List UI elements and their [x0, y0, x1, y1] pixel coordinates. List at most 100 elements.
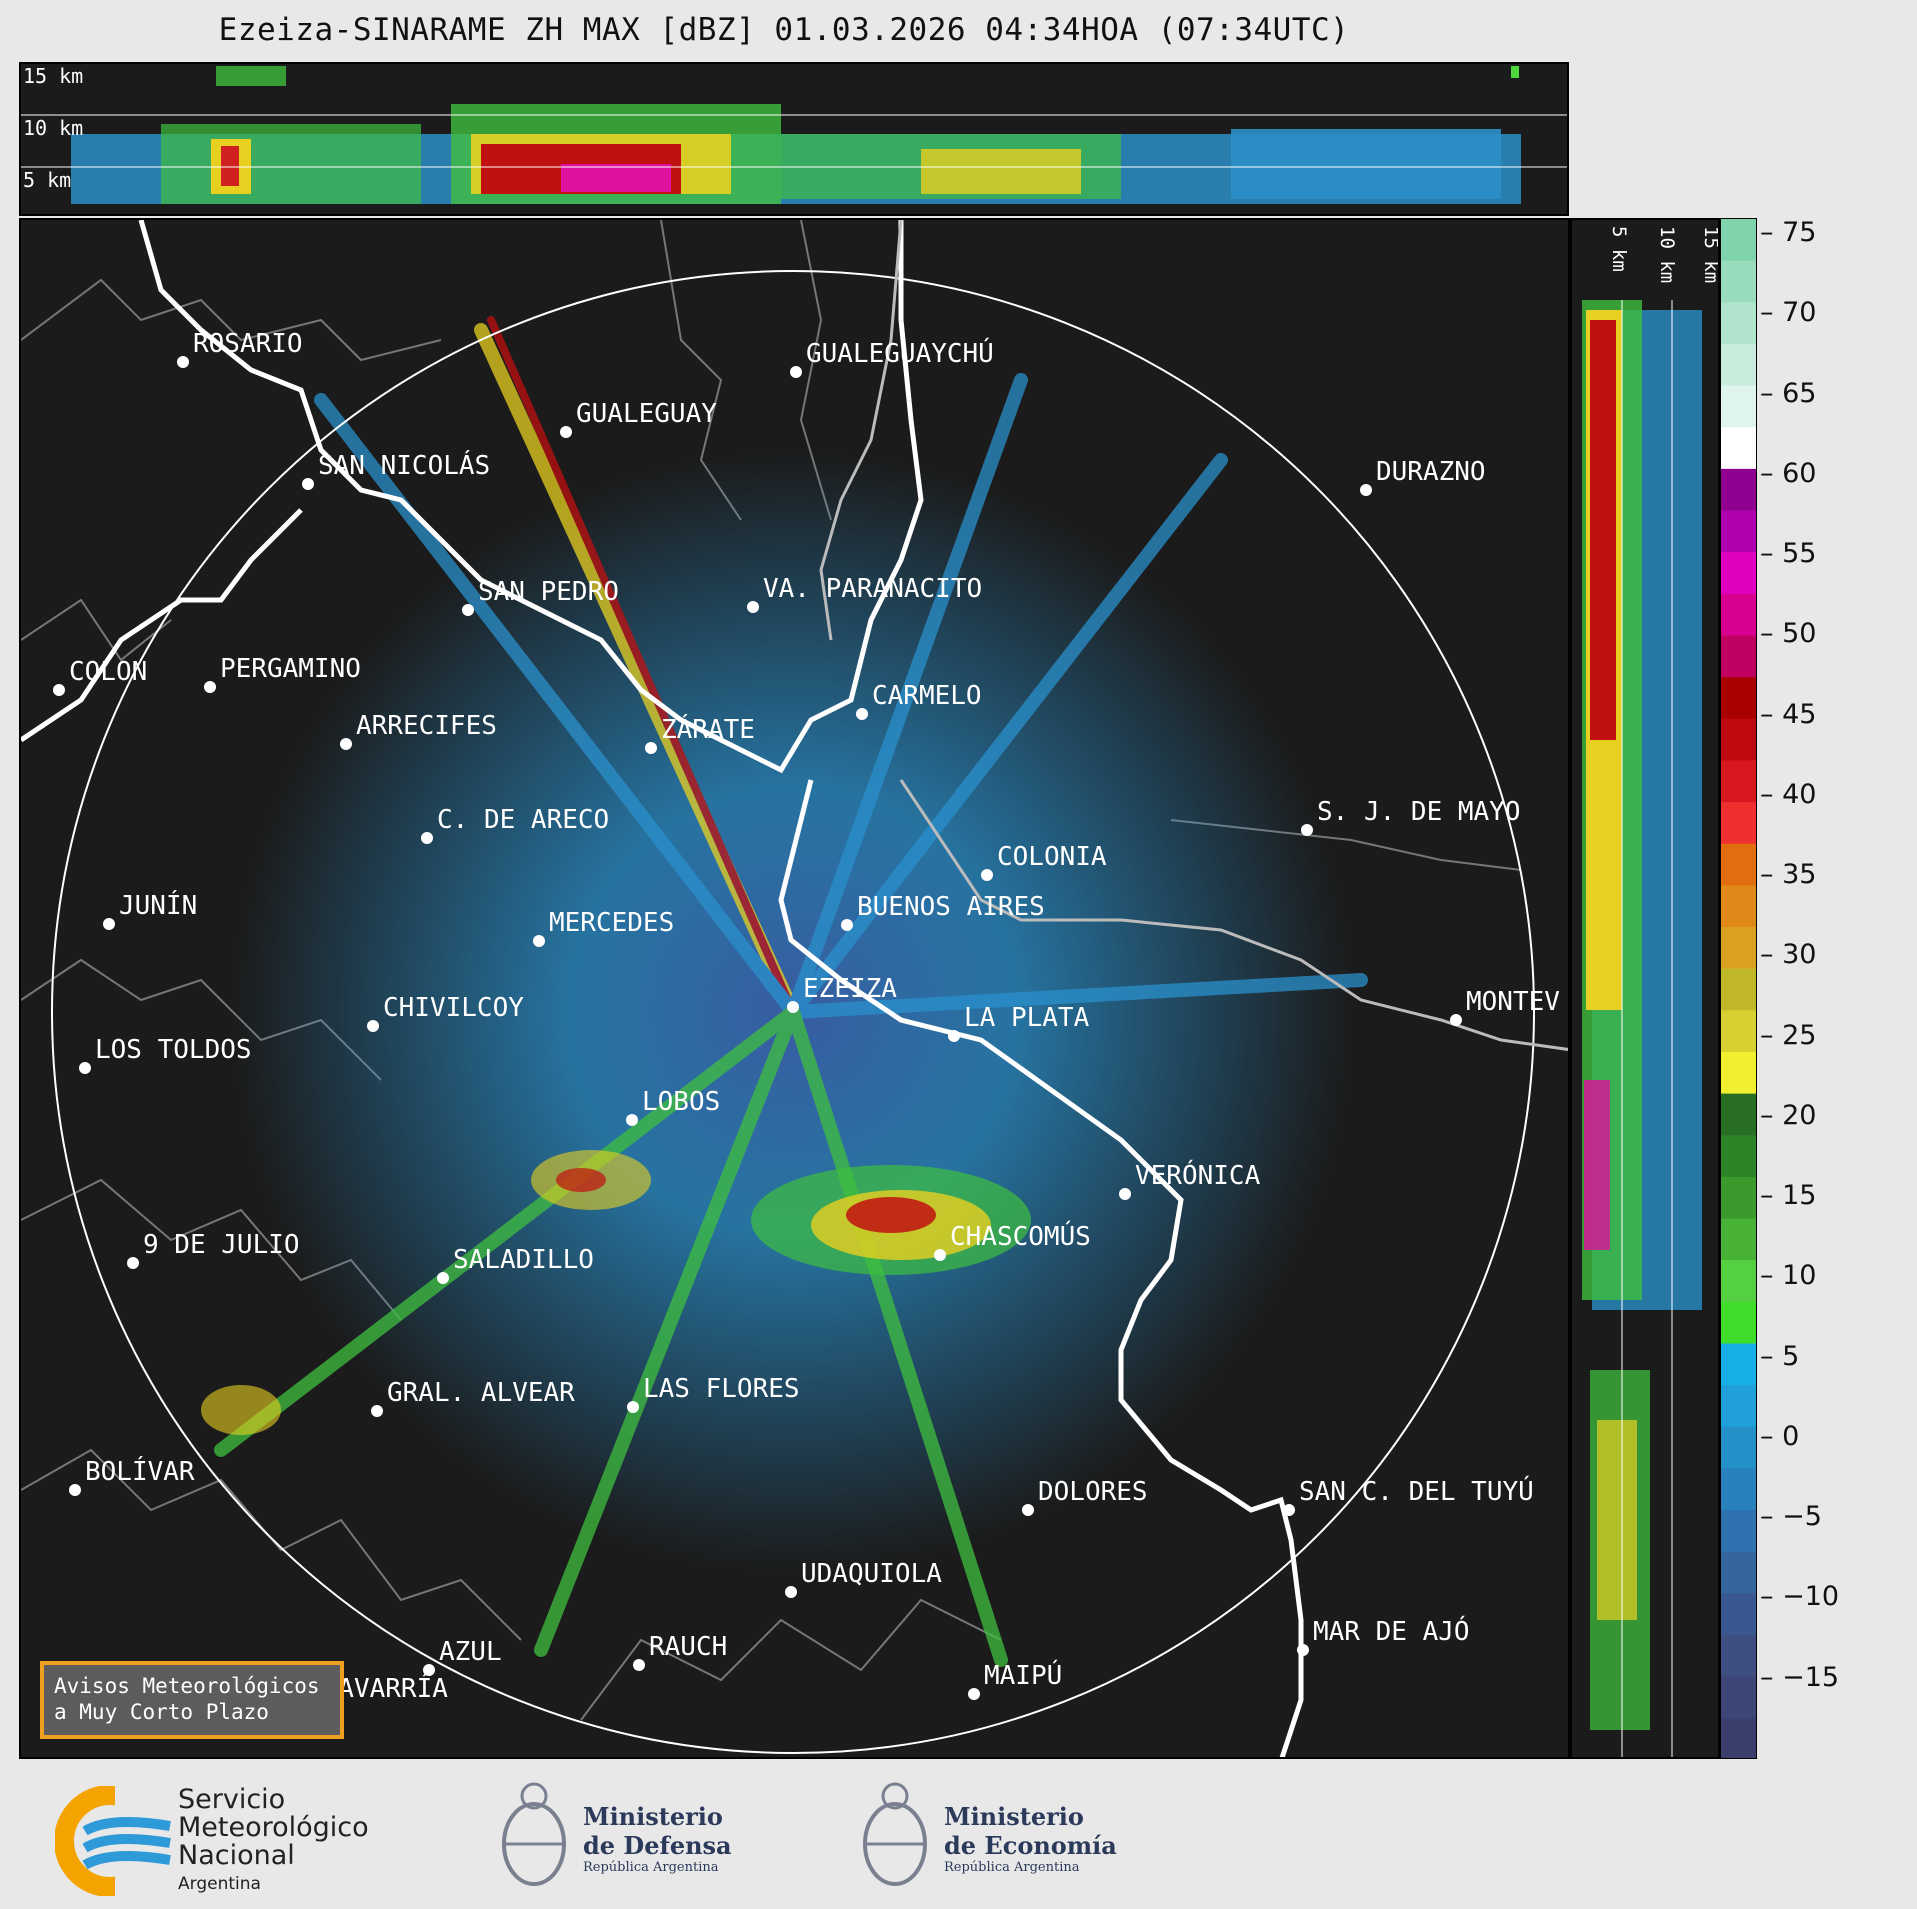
- colorbar-swatch: [1721, 885, 1756, 929]
- colorbar-swatch: [1721, 1301, 1756, 1345]
- city-marker: SAN C. DEL TUYÚ: [1283, 1475, 1534, 1516]
- city-label: JUNÍN: [119, 889, 197, 921]
- city-label: DURAZNO: [1376, 457, 1486, 487]
- colorbar-swatch: [1721, 1135, 1756, 1178]
- defensa-line1: Ministerio: [583, 1802, 723, 1831]
- city-marker: LOBOS: [626, 1087, 720, 1126]
- city-marker: COLONIA: [981, 842, 1107, 881]
- colorbar-swatch: [1721, 1468, 1756, 1512]
- side-height-label-15km: 15 km: [1700, 226, 1720, 284]
- radar-map: ROSARIO GUALEGUAYCHÚ GUALEGUAY SAN NICOLÁS D…: [21, 220, 1568, 1757]
- colorbar-swatch: [1721, 385, 1756, 429]
- city-dot: [423, 1664, 435, 1676]
- city-dot: [633, 1659, 645, 1671]
- economia-shield-icon: [863, 1782, 927, 1886]
- dbz-colorbar: [1720, 218, 1757, 1759]
- height-label-15km: 15 km: [23, 64, 84, 88]
- avisos-line1: Avisos Meteorológicos: [54, 1674, 320, 1698]
- city-dot: [79, 1062, 91, 1074]
- colorbar-swatch: [1721, 927, 1756, 970]
- colorbar-tick-label: – 70: [1760, 297, 1817, 329]
- city-dot: [1450, 1014, 1462, 1026]
- smn-logo-icon: [55, 1786, 175, 1896]
- smn-line4: Argentina: [178, 1874, 261, 1894]
- colorbar-tick-label: – 30: [1760, 939, 1817, 971]
- city-marker: MONTEV: [1450, 987, 1560, 1026]
- city-dot: [1301, 824, 1313, 836]
- city-dot: [103, 918, 115, 930]
- colorbar-tick-label: – −15: [1760, 1661, 1840, 1693]
- economia-line2: de Economía: [944, 1831, 1117, 1860]
- colorbar-swatch: [1721, 968, 1756, 1012]
- city-dot: [790, 366, 802, 378]
- colorbar-tick-label: – 65: [1760, 377, 1817, 409]
- colorbar-swatch: [1721, 302, 1756, 345]
- top-cross-section-panel: 15 km 10 km 5 km: [19, 62, 1569, 216]
- city-label: COLON: [69, 657, 147, 687]
- colorbar-tick-label: – 55: [1760, 538, 1817, 570]
- city-dot: [1283, 1504, 1295, 1516]
- city-dot: [302, 478, 314, 490]
- city-dot: [645, 742, 657, 754]
- range-ring: [51, 270, 1535, 1754]
- colorbar-swatch: [1721, 1093, 1756, 1137]
- city-label: BOLÍVAR: [85, 1455, 195, 1487]
- city-label: MAIPÚ: [984, 1659, 1062, 1691]
- city-dot: [1297, 1644, 1309, 1656]
- colorbar-swatch: [1721, 552, 1756, 595]
- avisos-meteorologicos-box[interactable]: Avisos Meteorológicos a Muy Corto Plazo: [40, 1661, 344, 1739]
- city-marker: DOLORES: [1022, 1477, 1148, 1516]
- city-dot: [981, 869, 993, 881]
- colorbar-swatch: [1721, 1551, 1756, 1595]
- defensa-shield-icon: [502, 1782, 566, 1886]
- city-marker: ARRECIFES: [340, 711, 497, 750]
- city-dot: [787, 1001, 799, 1013]
- defensa-text: Ministerio de Defensa República Argentin…: [583, 1802, 732, 1875]
- city-dot: [627, 1401, 639, 1413]
- city-dot: [533, 935, 545, 947]
- colorbar-tick-label: – 15: [1760, 1180, 1817, 1212]
- city-marker: SAN NICOLÁS: [302, 449, 490, 490]
- colorbar-tick-label: – 5: [1760, 1340, 1800, 1372]
- city-marker: SAN PEDRO: [462, 577, 619, 616]
- city-marker: DURAZNO: [1360, 457, 1486, 496]
- city-label: DOLORES: [1038, 1477, 1148, 1507]
- colorbar-swatch: [1721, 1010, 1756, 1053]
- city-marker: S. J. DE MAYO: [1301, 797, 1521, 836]
- colorbar-swatch: [1721, 1676, 1756, 1720]
- city-dot: [1360, 484, 1372, 496]
- city-marker: LAS FLORES: [627, 1374, 800, 1413]
- colorbar-swatch: [1721, 1385, 1756, 1428]
- city-marker: ZÁRATE: [645, 713, 755, 754]
- city-marker: VERÓNICA: [1119, 1159, 1261, 1200]
- colorbar-swatch: [1721, 1260, 1756, 1303]
- city-marker: RAUCH: [633, 1632, 727, 1671]
- colorbar-tick-label: – 40: [1760, 778, 1817, 810]
- colorbar-tick-label: – 60: [1760, 457, 1817, 489]
- radar-map-panel: ROSARIO GUALEGUAYCHÚ GUALEGUAY SAN NICOLÁS D…: [19, 218, 1570, 1759]
- city-label: SAN PEDRO: [478, 577, 619, 607]
- economia-text: Ministerio de Economía República Argenti…: [944, 1802, 1117, 1875]
- city-dot: [856, 708, 868, 720]
- side-height-label-5km: 5 km: [1608, 226, 1630, 272]
- city-dot: [69, 1484, 81, 1496]
- city-label: LA PLATA: [964, 1003, 1090, 1033]
- colorbar-swatch: [1721, 1426, 1756, 1470]
- city-marker: SALADILLO: [437, 1245, 594, 1284]
- city-dot: [1022, 1504, 1034, 1516]
- top-cross-section: [21, 66, 1567, 204]
- city-marker: AZUL: [423, 1637, 502, 1676]
- city-label: GUALEGUAYCHÚ: [806, 337, 994, 369]
- city-label: CARMELO: [872, 681, 982, 711]
- colorbar-tick-label: – 35: [1760, 859, 1817, 891]
- city-marker: CARMELO: [856, 681, 982, 720]
- height-label-5km: 5 km: [23, 168, 72, 192]
- city-label: RAUCH: [649, 1632, 727, 1662]
- city-dot: [127, 1257, 139, 1269]
- echo-cores: [201, 1150, 1031, 1435]
- side-cross-section-panel: 5 km 10 km 15 km: [1570, 218, 1720, 1759]
- city-marker: UDAQUIOLA: [785, 1559, 942, 1598]
- city-label: C. DE ARECO: [437, 805, 609, 835]
- city-labels: ROSARIO GUALEGUAYCHÚ GUALEGUAY SAN NICOLÁS D…: [53, 329, 1560, 1713]
- city-label: EZEIZA: [803, 974, 897, 1004]
